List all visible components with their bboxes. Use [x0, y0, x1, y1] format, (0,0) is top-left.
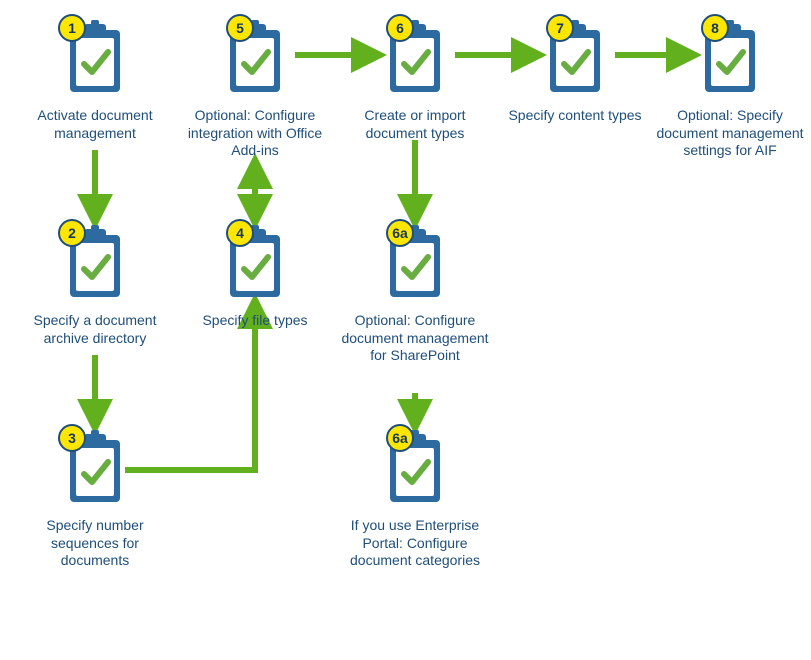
step-label: Optional: Specify document management se…: [655, 107, 805, 160]
flow-node-n1: 1 Activate document management: [20, 20, 170, 142]
flow-node-n8: 8 Optional: Specify document management …: [655, 20, 805, 160]
flow-node-n7: 7 Specify content types: [500, 20, 650, 125]
step-label: Activate document management: [20, 107, 170, 142]
flow-node-n6: 6 Create or import document types: [340, 20, 490, 142]
step-label: Optional: Configure integration with Off…: [180, 107, 330, 160]
step-label: If you use Enterprise Portal: Configure …: [340, 517, 490, 570]
flow-node-n3: 3 Specify number sequences for documents: [20, 430, 170, 570]
step-label: Create or import document types: [340, 107, 490, 142]
step-badge: 1: [58, 14, 86, 42]
step-badge: 8: [701, 14, 729, 42]
step-label: Specify content types: [500, 107, 650, 125]
step-label: Optional: Configure document management …: [340, 312, 490, 365]
flow-node-n5: 5 Optional: Configure integration with O…: [180, 20, 330, 160]
step-badge: 4: [226, 219, 254, 247]
flow-node-n4: 4 Specify file types: [180, 225, 330, 330]
step-badge: 3: [58, 424, 86, 452]
step-badge: 2: [58, 219, 86, 247]
step-label: Specify file types: [180, 312, 330, 330]
step-badge: 6a: [386, 424, 414, 452]
step-label: Specify a document archive directory: [20, 312, 170, 347]
step-badge: 7: [546, 14, 574, 42]
flow-node-n6b: 6a If you use Enterprise Portal: Configu…: [340, 430, 490, 570]
step-label: Specify number sequences for documents: [20, 517, 170, 570]
step-badge: 5: [226, 14, 254, 42]
flow-node-n2: 2 Specify a document archive directory: [20, 225, 170, 347]
flow-node-n6a: 6a Optional: Configure document manageme…: [340, 225, 490, 365]
step-badge: 6: [386, 14, 414, 42]
step-badge: 6a: [386, 219, 414, 247]
flowchart-stage: 1 Activate document management 2 Specify …: [0, 0, 811, 660]
